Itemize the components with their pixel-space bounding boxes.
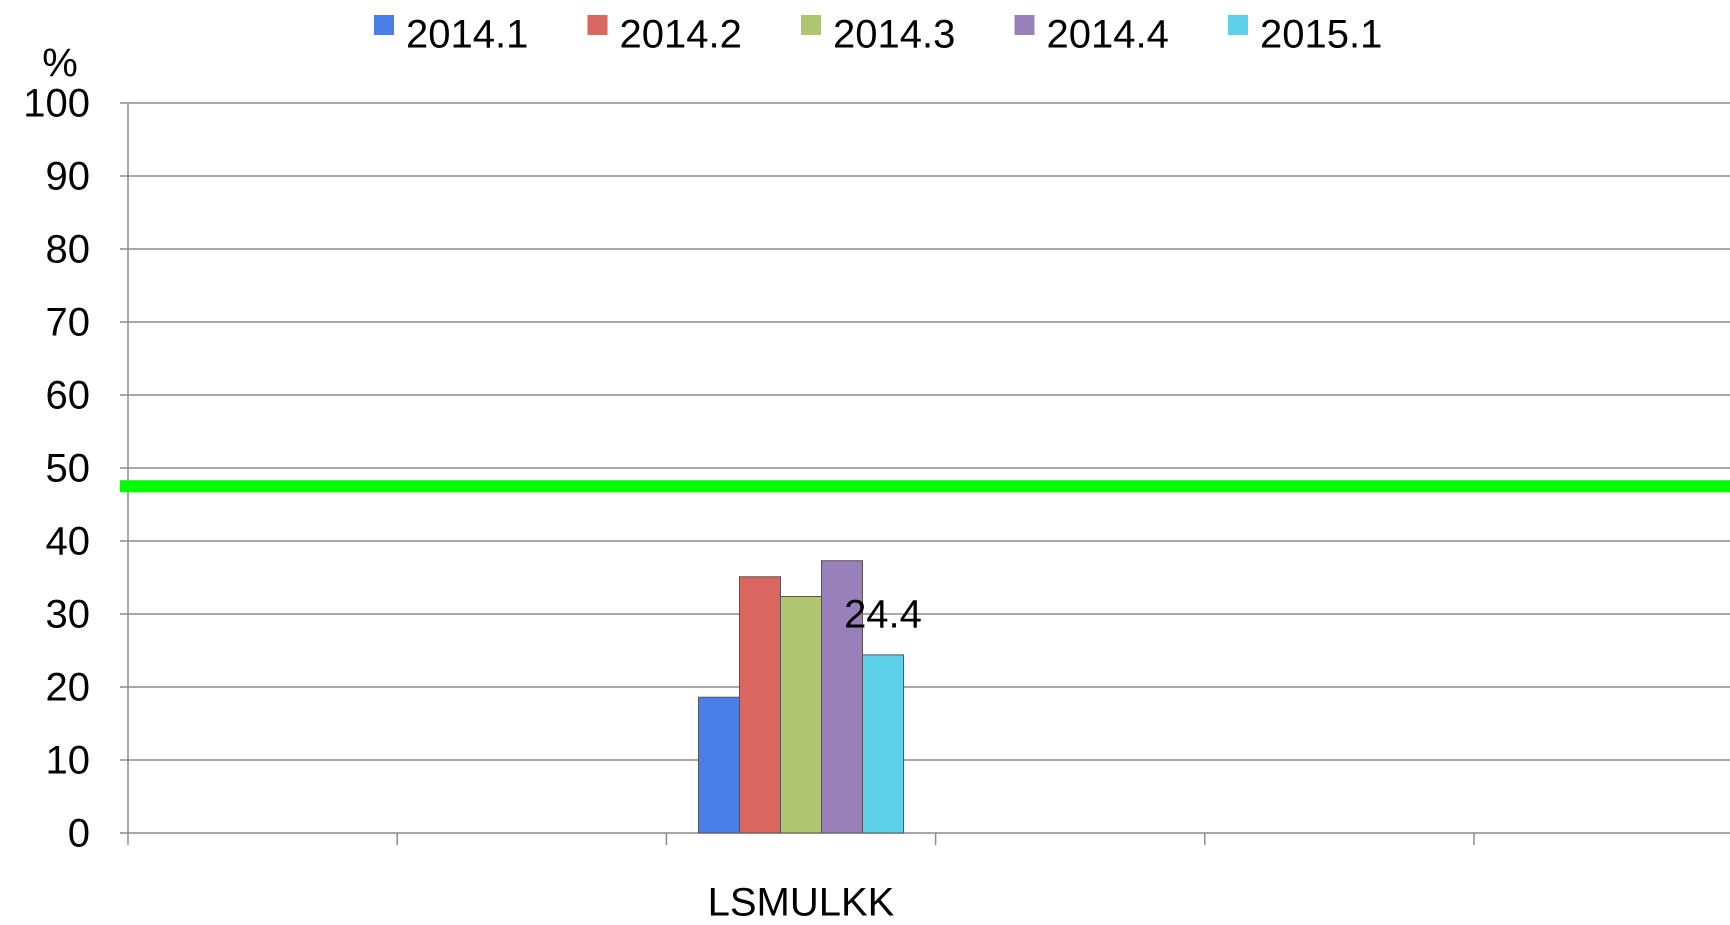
bar (821, 560, 863, 834)
y-tick-label: 60 (46, 374, 91, 418)
y-tick-label: 10 (46, 739, 91, 783)
y-tick-label: 30 (46, 593, 91, 637)
y-axis-label: % (42, 42, 78, 86)
legend-label: 2014.1 (406, 13, 528, 57)
bar (698, 696, 740, 834)
bar (780, 595, 822, 834)
legend-label: 2014.4 (1047, 13, 1169, 57)
y-tick-label: 70 (46, 301, 91, 345)
bar (862, 654, 904, 834)
y-tick-label: 50 (46, 447, 91, 491)
y-tick-label: 20 (46, 666, 91, 710)
legend-label: 2014.3 (833, 13, 955, 57)
y-tick-label: 80 (46, 228, 91, 272)
x-tick-label: LSMULKK (708, 881, 895, 925)
y-tick-label: 90 (46, 155, 91, 199)
y-tick-label: 100 (23, 82, 90, 126)
legend-swatch (1014, 15, 1035, 35)
legend-swatch (801, 15, 821, 35)
legend-swatch (587, 15, 608, 35)
y-tick-label: 40 (46, 520, 91, 564)
bar (739, 576, 781, 834)
y-tick-label: 0 (68, 812, 90, 856)
legend-label: 2015.1 (1260, 13, 1382, 57)
legend-swatch (1228, 15, 1248, 35)
legend-swatch (374, 15, 394, 35)
data-label: 24.4 (844, 592, 922, 636)
legend-label: 2014.2 (620, 13, 742, 57)
